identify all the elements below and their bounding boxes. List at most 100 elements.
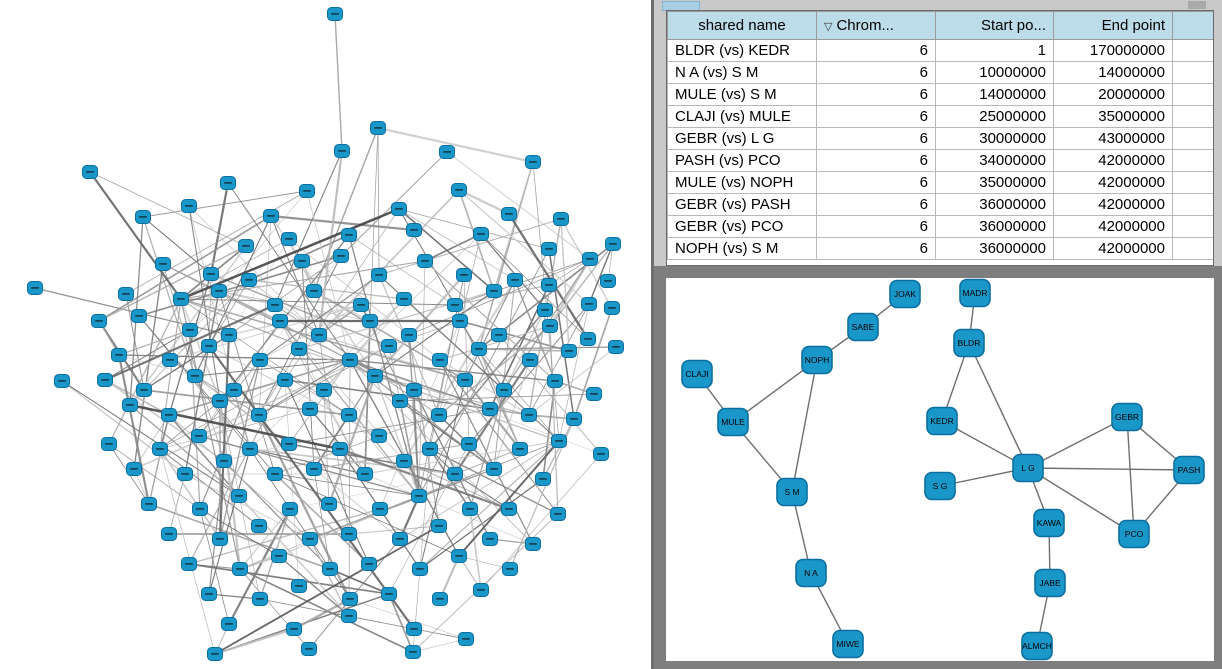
graph-node[interactable] [512,442,528,456]
graph-node[interactable] [541,242,557,256]
table-row[interactable]: MULE (vs) S M614000000200000007.5 [667,83,1213,106]
graph-node[interactable] [152,442,168,456]
graph-node[interactable] [482,402,498,416]
graph-node[interactable] [242,442,258,456]
graph-node[interactable] [392,532,408,546]
graph-node[interactable] [342,353,358,367]
graph-node[interactable] [207,647,223,661]
graph-node[interactable] [191,429,207,443]
graph-node[interactable] [447,467,463,481]
graph-node[interactable] [367,369,383,383]
graph-node[interactable] [286,622,302,636]
graph-node-PCO[interactable]: PCO [1118,519,1150,549]
table-row[interactable]: CLAJI (vs) MULE625000000350000005.9 [667,105,1213,128]
graph-node[interactable] [211,284,227,298]
graph-node[interactable] [458,632,474,646]
graph-node[interactable] [432,353,448,367]
graph-node[interactable] [203,267,219,281]
graph-node[interactable] [126,462,142,476]
graph-node[interactable] [406,223,422,237]
graph-node[interactable] [322,562,338,576]
graph-node[interactable] [471,342,487,356]
graph-node[interactable] [405,645,421,659]
graph-node[interactable] [341,408,357,422]
graph-node[interactable] [486,462,502,476]
graph-node[interactable] [311,328,327,342]
graph-node[interactable] [226,383,242,397]
graph-node[interactable] [357,467,373,481]
graph-node[interactable] [486,284,502,298]
graph-node[interactable] [541,278,557,292]
graph-node[interactable] [241,273,257,287]
graph-node[interactable] [299,184,315,198]
graph-node[interactable] [122,398,138,412]
table-row[interactable]: PASH (vs) PCO6340000004200000011.4 [667,149,1213,172]
table-row[interactable]: GEBR (vs) PASH636000000420000008.9 [667,193,1213,216]
graph-node[interactable] [406,383,422,397]
table-row[interactable]: NOPH (vs) S M636000000420000009.9 [667,237,1213,260]
graph-node[interactable] [263,209,279,223]
graph-node[interactable] [131,309,147,323]
graph-node[interactable] [221,617,237,631]
graph-node[interactable] [381,587,397,601]
graph-node[interactable] [118,287,134,301]
graph-node[interactable] [535,472,551,486]
graph-node[interactable] [396,454,412,468]
graph-node[interactable] [101,437,117,451]
graph-node[interactable] [162,353,178,367]
graph-node[interactable] [291,342,307,356]
graph-node[interactable] [432,592,448,606]
graph-node[interactable] [341,527,357,541]
graph-node[interactable] [187,369,203,383]
graph-node[interactable] [507,273,523,287]
graph-node[interactable] [341,228,357,242]
graph-node[interactable] [473,583,489,597]
column-header-chrom---[interactable]: ▽ Chrom... [816,11,936,40]
graph-node[interactable] [302,402,318,416]
column-header-start-po---[interactable]: Start po... [935,11,1054,40]
graph-node[interactable] [362,314,378,328]
graph-node[interactable] [327,7,343,21]
graph-node[interactable] [353,298,369,312]
graph-node-JOAK[interactable]: JOAK [889,279,921,309]
graph-node[interactable] [91,314,107,328]
graph-node[interactable] [302,532,318,546]
graph-node[interactable] [491,328,507,342]
graph-node[interactable] [281,232,297,246]
graph-node[interactable] [482,532,498,546]
graph-node-SABE[interactable]: SABE [847,312,879,342]
graph-node[interactable] [392,394,408,408]
graph-node[interactable] [333,249,349,263]
graph-node[interactable] [600,274,616,288]
graph-node[interactable] [181,557,197,571]
graph-node-LG[interactable]: L G [1012,453,1044,483]
graph-node[interactable] [371,429,387,443]
graph-node[interactable] [251,519,267,533]
graph-node-KEDR[interactable]: KEDR [926,406,958,436]
graph-node[interactable] [27,281,43,295]
graph-node-BLDR[interactable]: BLDR [953,328,985,358]
scrollbar-nub[interactable] [1188,1,1206,9]
graph-node[interactable] [306,284,322,298]
graph-node[interactable] [238,239,254,253]
graph-node[interactable] [306,462,322,476]
graph-node[interactable] [581,297,597,311]
graph-node[interactable] [547,374,563,388]
graph-edge-BLDR-LG[interactable] [968,342,1029,469]
graph-node[interactable] [232,562,248,576]
graph-node[interactable] [605,237,621,251]
graph-node[interactable] [321,497,337,511]
column-header-genetic---[interactable]: Genetic... [1172,11,1213,40]
graph-node[interactable] [221,328,237,342]
graph-node-KAWA[interactable]: KAWA [1033,508,1065,538]
graph-node[interactable] [161,408,177,422]
graph-node[interactable] [501,502,517,516]
table-row[interactable]: MULE (vs) NOPH6350000004200000010.5 [667,171,1213,194]
graph-node[interactable] [251,408,267,422]
graph-node[interactable] [97,373,113,387]
graph-node[interactable] [135,210,151,224]
graph-node-SM[interactable]: S M [776,477,808,507]
graph-node[interactable] [181,199,197,213]
graph-node[interactable] [431,519,447,533]
graph-node[interactable] [155,257,171,271]
